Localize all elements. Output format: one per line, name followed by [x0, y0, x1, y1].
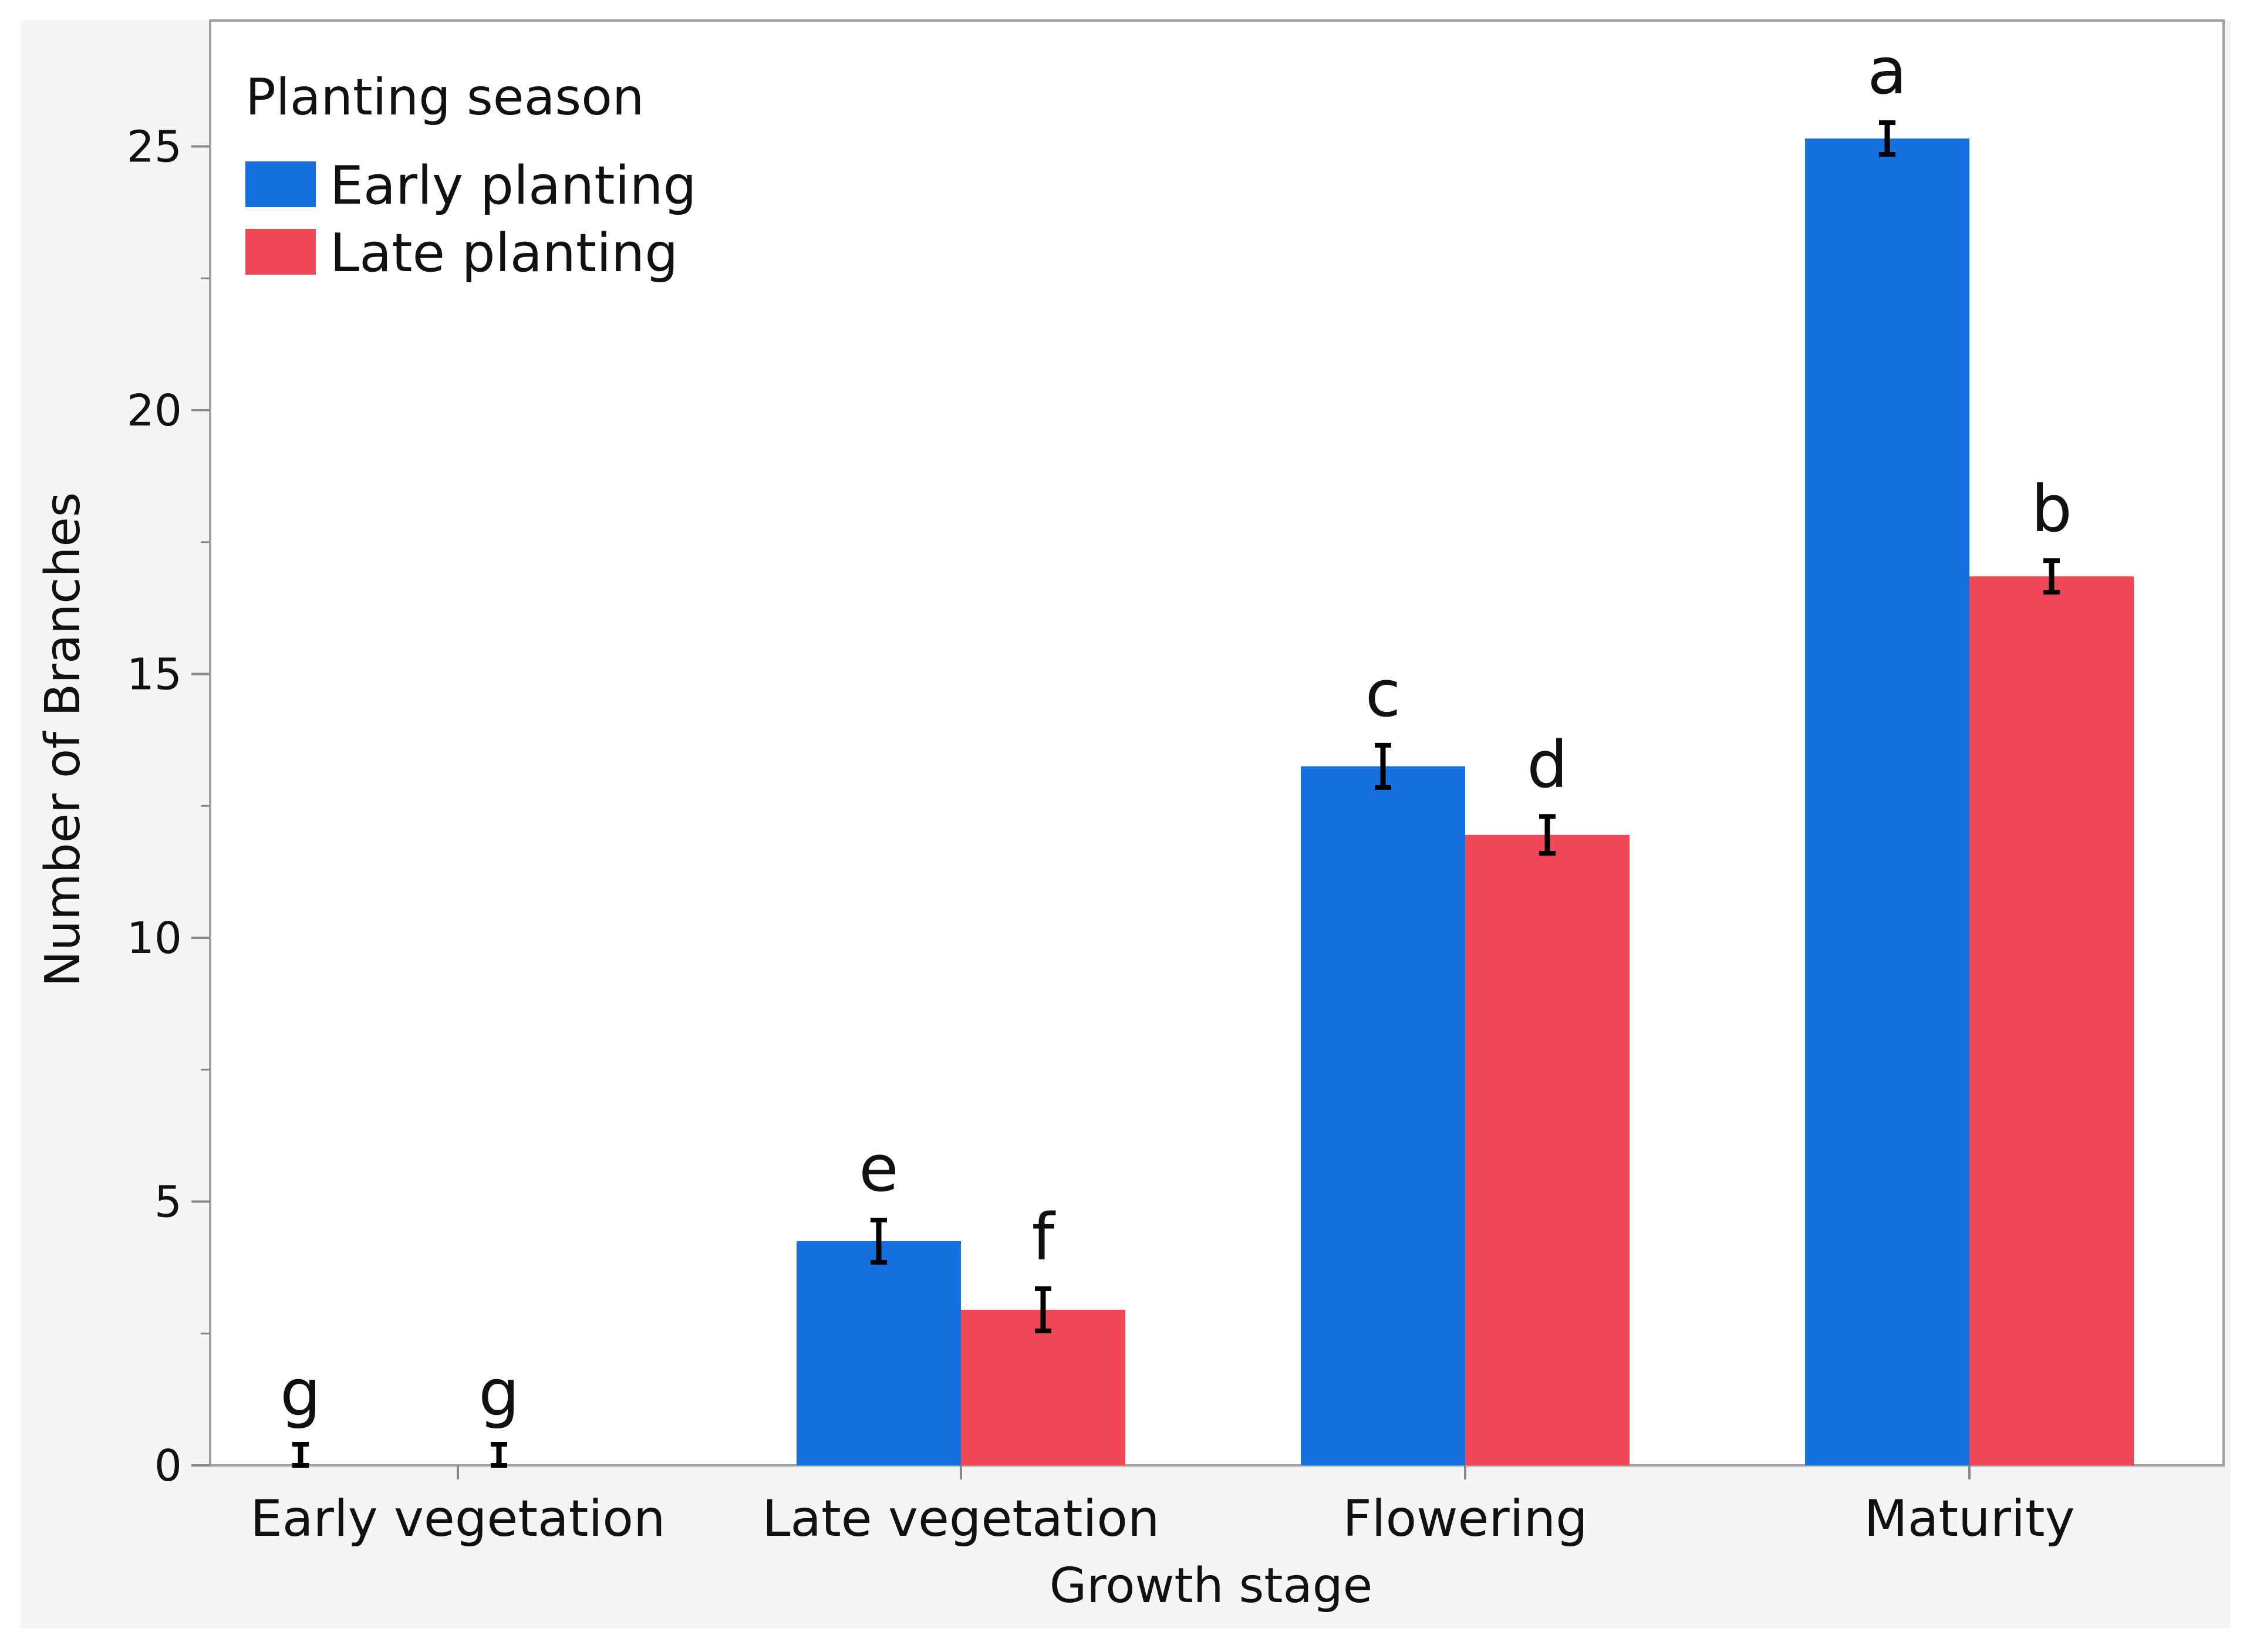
sig-letter-0-2: c — [1365, 656, 1401, 731]
legend-label-early: Early planting — [330, 155, 697, 217]
legend-label-late: Late planting — [330, 222, 678, 284]
bar-early-planting-flowering — [1301, 766, 1465, 1465]
x-axis-title: Growth stage — [1050, 1558, 1373, 1614]
sig-letter-0-3: a — [1867, 33, 1907, 109]
legend-swatch-late — [245, 229, 316, 275]
axis-ticks: 0 5 10 15 20 25 Early vegetation Late vegetatio… — [127, 122, 2075, 1549]
sig-letter-0-0: g — [280, 1355, 321, 1430]
error-bars — [292, 120, 2060, 1468]
y-tick-label-2: 10 — [127, 913, 182, 964]
bar-late-planting-maturity — [1969, 576, 2134, 1465]
y-tick-label-4: 20 — [127, 386, 182, 436]
y-tick-label-1: 5 — [154, 1177, 182, 1228]
sig-letter-0-1: e — [859, 1131, 899, 1206]
sig-letter-1-1: f — [1032, 1200, 1056, 1275]
bar-early-planting-maturity — [1805, 138, 1969, 1466]
sig-letter-1-0: g — [478, 1355, 520, 1430]
bar-late-planting-flowering — [1465, 835, 1630, 1465]
y-tick-label-0: 0 — [154, 1441, 182, 1491]
bar-late-planting-late-vegetation — [961, 1309, 1125, 1465]
sig-letter-1-3: b — [2031, 471, 2072, 546]
significance-letters: g g e f c d a b — [280, 33, 2072, 1430]
y-tick-label-5: 25 — [127, 122, 182, 173]
x-tick-label-1: Late vegetation — [762, 1489, 1159, 1548]
legend: Planting season Early planting Late plan… — [245, 68, 697, 284]
legend-title: Planting season — [245, 68, 644, 127]
bars — [797, 138, 2134, 1466]
x-tick-label-3: Maturity — [1864, 1489, 2075, 1548]
sig-letter-1-2: d — [1527, 727, 1568, 802]
legend-swatch-early — [245, 161, 316, 207]
x-tick-label-0: Early vegetation — [251, 1489, 666, 1548]
y-tick-label-3: 15 — [127, 650, 182, 700]
bar-early-planting-late-vegetation — [797, 1241, 961, 1465]
x-tick-label-2: Flowering — [1342, 1489, 1588, 1548]
y-axis-title: Number of Branches — [35, 492, 91, 987]
